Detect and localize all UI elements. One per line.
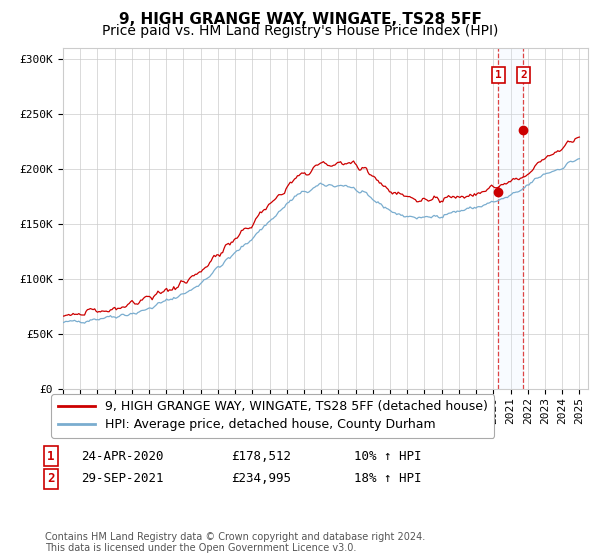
Text: Contains HM Land Registry data © Crown copyright and database right 2024.
This d: Contains HM Land Registry data © Crown c…	[45, 531, 425, 553]
Text: 2: 2	[520, 70, 527, 80]
Bar	[499, 48, 523, 389]
Text: 29-SEP-2021: 29-SEP-2021	[81, 472, 163, 486]
Text: 24-APR-2020: 24-APR-2020	[81, 450, 163, 463]
Text: 10% ↑ HPI: 10% ↑ HPI	[354, 450, 421, 463]
Text: 2: 2	[47, 472, 55, 486]
Legend: 9, HIGH GRANGE WAY, WINGATE, TS28 5FF (detached house), HPI: Average price, deta: 9, HIGH GRANGE WAY, WINGATE, TS28 5FF (d…	[51, 394, 494, 437]
Text: 9, HIGH GRANGE WAY, WINGATE, TS28 5FF: 9, HIGH GRANGE WAY, WINGATE, TS28 5FF	[119, 12, 481, 27]
Text: £178,512: £178,512	[231, 450, 291, 463]
Text: 1: 1	[495, 70, 502, 80]
Text: £234,995: £234,995	[231, 472, 291, 486]
Text: 1: 1	[47, 450, 55, 463]
Text: 18% ↑ HPI: 18% ↑ HPI	[354, 472, 421, 486]
Text: Price paid vs. HM Land Registry's House Price Index (HPI): Price paid vs. HM Land Registry's House …	[102, 24, 498, 38]
